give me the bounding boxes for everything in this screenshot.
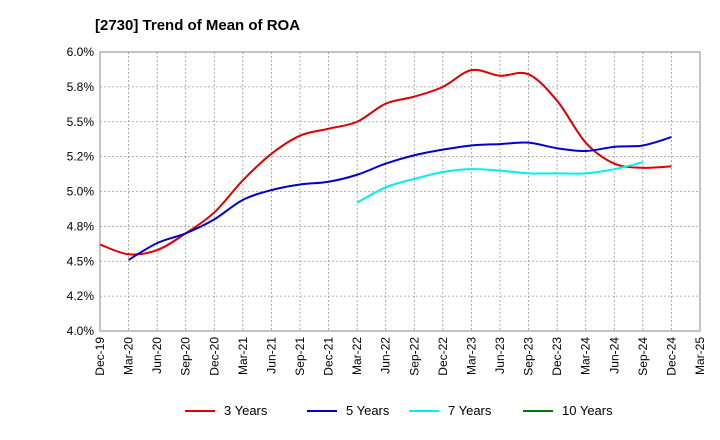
y-tick-label: 5.0% [67, 185, 95, 199]
x-tick-label: Jun-21 [264, 337, 278, 374]
y-tick-label: 6.0% [67, 45, 95, 59]
x-tick-label: Sep-23 [522, 337, 536, 376]
y-tick-label: 4.5% [67, 254, 95, 268]
y-tick-label: 4.0% [67, 324, 95, 338]
x-tick-label: Mar-21 [236, 337, 250, 375]
grid [100, 52, 700, 331]
x-tick-label: Mar-24 [579, 337, 593, 375]
y-tick-label: 5.5% [67, 115, 95, 129]
series-line-7-years [356, 161, 644, 204]
x-tick-label: Sep-22 [407, 337, 421, 376]
x-tick-label: Mar-23 [464, 337, 478, 375]
x-tick-label: Dec-23 [550, 337, 564, 376]
y-axis: 4.0% 4.2% 4.5% 4.8% 5.0% 5.2% 5.5% 5.8% 6.0% [67, 45, 95, 338]
x-tick-label: Dec-21 [322, 337, 336, 376]
x-tick-label: Dec-20 [207, 337, 221, 376]
x-tick-label: Dec-22 [436, 337, 450, 376]
x-axis: Dec-19 Mar-20 Jun-20 Sep-20 Dec-20 Mar-21 Jun-… [93, 337, 707, 376]
x-tick-label: Sep-21 [293, 337, 307, 376]
legend: 3 Years 5 Years 7 Years 10 Years [185, 403, 613, 418]
x-tick-label: Jun-23 [493, 337, 507, 374]
series-line-5-years [128, 136, 672, 261]
y-tick-label: 5.8% [67, 80, 95, 94]
legend-label-3-years: 3 Years [224, 403, 268, 418]
y-tick-label: 4.8% [67, 219, 95, 233]
x-tick-label: Jun-24 [607, 337, 621, 374]
x-tick-label: Jun-20 [150, 337, 164, 374]
series-lines [99, 68, 672, 261]
legend-label-7-years: 7 Years [448, 403, 492, 418]
x-tick-label: Sep-24 [636, 337, 650, 376]
series-line-3-years [99, 68, 672, 256]
legend-label-5-years: 5 Years [346, 403, 390, 418]
y-tick-label: 4.2% [67, 289, 95, 303]
plot-area-border [99, 51, 701, 332]
x-tick-label: Mar-22 [350, 337, 364, 375]
y-tick-label: 5.2% [67, 150, 95, 164]
x-tick-label: Mar-20 [122, 337, 136, 375]
x-tick-label: Mar-25 [693, 337, 707, 375]
legend-label-10-years: 10 Years [562, 403, 613, 418]
x-tick-label: Sep-20 [179, 337, 193, 376]
x-tick-label: Jun-22 [379, 337, 393, 374]
x-tick-label: Dec-19 [93, 337, 107, 376]
chart-title: [2730] Trend of Mean of ROA [95, 17, 300, 34]
x-tick-label: Dec-24 [664, 337, 678, 376]
